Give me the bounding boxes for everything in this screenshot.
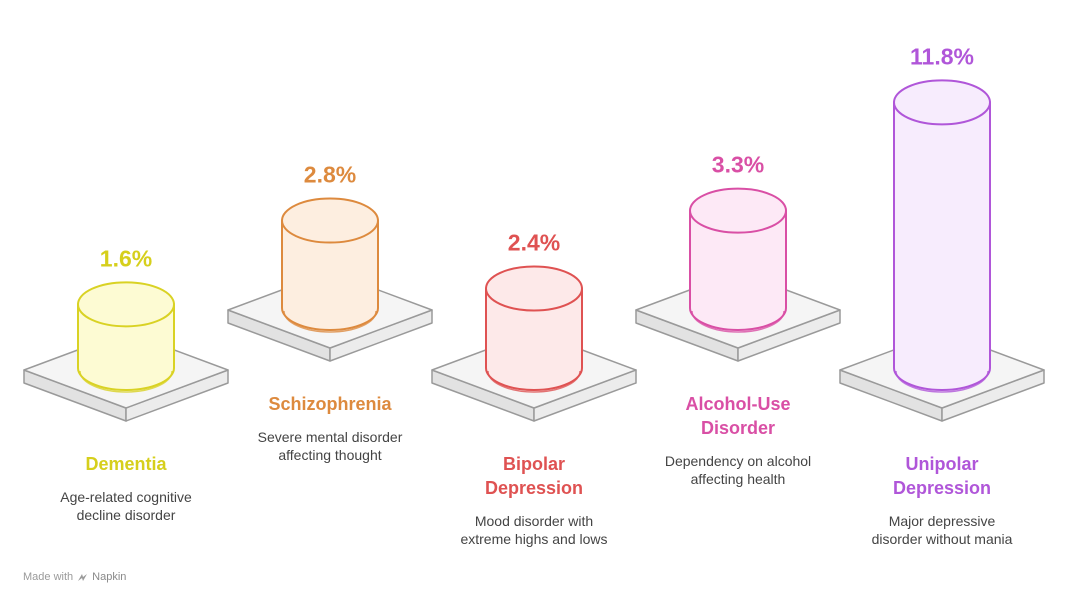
- category-description: affecting health: [691, 471, 786, 487]
- category-label: Alcohol-Use: [685, 394, 790, 414]
- category-label: Depression: [485, 478, 583, 498]
- category-label: Bipolar: [503, 454, 565, 474]
- bar-cylinder-top: [689, 187, 787, 234]
- category-description: Dependency on alcohol: [665, 453, 811, 469]
- napkin-logo-icon: [78, 573, 88, 581]
- bar-cylinder-top: [893, 79, 991, 126]
- bar-cylinder-top: [77, 281, 175, 328]
- category-description: Severe mental disorder: [258, 429, 403, 445]
- value-label: 3.3%: [712, 152, 764, 178]
- made-with-text: Made with: [23, 571, 74, 583]
- value-label: 1.6%: [100, 245, 152, 271]
- bar-group-5: 11.8% Unipolar Depression Major depressive d…: [839, 43, 1045, 547]
- category-description: extreme highs and lows: [460, 531, 607, 547]
- bar-cylinder-shadow-rim: [283, 310, 377, 333]
- value-label: 2.4%: [508, 229, 560, 255]
- category-description: Mood disorder with: [475, 513, 593, 529]
- category-label: Dementia: [85, 454, 167, 474]
- footer: Made with Napkin: [23, 571, 126, 583]
- category-label: Unipolar: [905, 454, 978, 474]
- bar-cylinder-shadow-rim: [895, 370, 989, 393]
- bar-cylinder-shadow-rim: [691, 310, 785, 333]
- category-description: Age-related cognitive: [60, 489, 192, 505]
- category-label: Depression: [893, 478, 991, 498]
- category-description: Major depressive: [889, 513, 996, 529]
- category-label: Disorder: [701, 418, 775, 438]
- category-label: Schizophrenia: [268, 394, 392, 414]
- napkin-brand-text: Napkin: [92, 571, 127, 583]
- bar-cylinder-shadow-rim: [79, 370, 173, 393]
- bar-cylinder-body: [893, 101, 991, 391]
- value-label: 2.8%: [304, 162, 356, 188]
- value-label: 11.8%: [910, 43, 974, 69]
- bar-group-1: 1.6% Dementia Age-related cognitive decline…: [23, 245, 229, 523]
- bar-group-2: 2.8% Schizophrenia Severe mental disorder a…: [227, 162, 433, 463]
- bar-group-4: 3.3% Alcohol-Use Disorder Dependency on alc…: [635, 152, 841, 487]
- bar-cylinder-top: [485, 265, 583, 312]
- bar-cylinder-shadow-rim: [487, 370, 581, 393]
- category-description: disorder without mania: [872, 531, 1013, 547]
- category-description: decline disorder: [77, 507, 176, 523]
- category-description: affecting thought: [278, 447, 381, 463]
- bar-group-3: 2.4% Bipolar Depression Mood disorder with e…: [431, 229, 637, 547]
- bar-cylinder-top: [281, 197, 379, 244]
